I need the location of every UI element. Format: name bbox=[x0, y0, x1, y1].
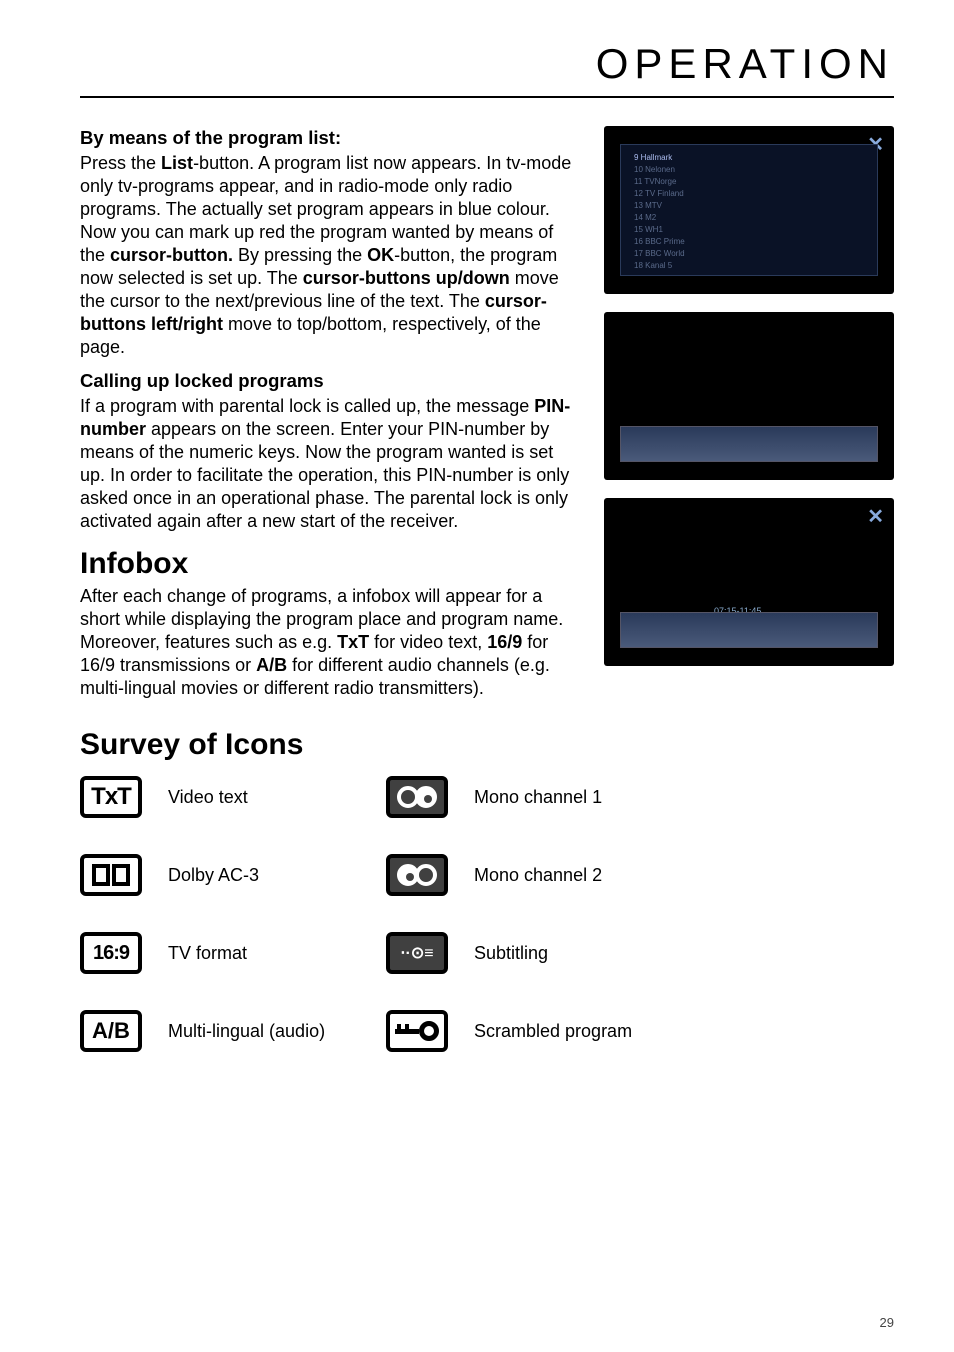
channel-info: 07:15-11:45 The Choice bbox=[714, 606, 761, 626]
label-video-text: Video text bbox=[168, 787, 368, 808]
text: Press the bbox=[80, 153, 161, 173]
pin-dashes: - - - - bbox=[714, 450, 864, 460]
key-icon bbox=[395, 1021, 439, 1041]
icon-glyph: 16:9 bbox=[93, 942, 129, 965]
mono2-icon bbox=[386, 854, 448, 896]
page-title: OPERATION bbox=[80, 40, 894, 88]
bold: cursor-buttons up/down bbox=[303, 268, 510, 288]
icons-grid: TxT Video text Mono channel 1 Dolby AC-3… bbox=[80, 776, 894, 1052]
list-item: 12 TV Finland bbox=[634, 188, 864, 200]
multilingual-icon: A/B bbox=[80, 1010, 142, 1052]
bold: 16/9 bbox=[487, 632, 522, 652]
icon-glyph bbox=[397, 786, 437, 808]
label-mono1: Mono channel 1 bbox=[474, 787, 894, 808]
label-mono2: Mono channel 2 bbox=[474, 865, 894, 886]
screenshot-program-list: ✕ 9 Hallmark 10 Nelonen 11 TVNorge 12 TV… bbox=[604, 126, 894, 294]
icon-glyph bbox=[397, 864, 437, 886]
list-item: 17 BBC World bbox=[634, 248, 864, 260]
channel-number: 9 bbox=[632, 626, 641, 644]
bold: A/B bbox=[256, 655, 287, 675]
list-item: 14 M2 bbox=[634, 212, 864, 224]
text: appears on the screen. Enter your PIN-nu… bbox=[80, 419, 569, 531]
label-multilingual: Multi-lingual (audio) bbox=[168, 1021, 368, 1042]
label-scrambled: Scrambled program bbox=[474, 1021, 894, 1042]
page-number: 29 bbox=[880, 1315, 894, 1330]
mono1-icon bbox=[386, 776, 448, 818]
text: for video text, bbox=[369, 632, 487, 652]
pin-text: Enter PIN to unlock - - - - bbox=[714, 440, 864, 460]
para-program-list: Press the List-button. A program list no… bbox=[80, 152, 580, 359]
list-item: 15 WH1 bbox=[634, 224, 864, 236]
heading-icons: Survey of Icons bbox=[80, 728, 894, 762]
list-item: 18 Kanal 5 bbox=[634, 260, 864, 272]
channel-number: 9 bbox=[632, 440, 641, 458]
label-format: TV format bbox=[168, 943, 368, 964]
title-rule bbox=[80, 96, 894, 98]
screenshot-pin: 9 Enter PIN to unlock - - - - bbox=[604, 312, 894, 480]
list-item: 10 Nelonen bbox=[634, 164, 864, 176]
icon-glyph: ⋅·⊙≡ bbox=[400, 943, 433, 963]
bold: OK bbox=[367, 245, 394, 265]
list-item: 9 Hallmark bbox=[634, 152, 864, 164]
bold: cursor-button. bbox=[110, 245, 233, 265]
heading-locked: Calling up locked programs bbox=[80, 369, 580, 393]
close-icon: ✕ bbox=[867, 504, 884, 529]
list-item: 11 TVNorge bbox=[634, 176, 864, 188]
dolby-icon bbox=[80, 854, 142, 896]
program-name: The Choice bbox=[714, 616, 761, 626]
icon-glyph: A/B bbox=[92, 1018, 130, 1044]
text: If a program with parental lock is calle… bbox=[80, 396, 534, 416]
heading-program-list: By means of the program list: bbox=[80, 126, 580, 150]
page: OPERATION By means of the program list: … bbox=[0, 0, 954, 1082]
screenshot-infobox: ✕ 9 07:15-11:45 The Choice bbox=[604, 498, 894, 666]
heading-infobox: Infobox bbox=[80, 545, 580, 583]
list-item: 16 BBC Prime bbox=[634, 236, 864, 248]
format-icon: 16:9 bbox=[80, 932, 142, 974]
label-dolby: Dolby AC-3 bbox=[168, 865, 368, 886]
subtitle-icon: ⋅·⊙≡ bbox=[386, 932, 448, 974]
content-row: By means of the program list: Press the … bbox=[80, 126, 894, 710]
label-subtitle: Subtitling bbox=[474, 943, 894, 964]
para-locked: If a program with parental lock is calle… bbox=[80, 395, 580, 533]
scrambled-icon bbox=[386, 1010, 448, 1052]
bold: TxT bbox=[337, 632, 369, 652]
icon-glyph: TxT bbox=[91, 783, 131, 811]
icon-glyph bbox=[92, 864, 130, 886]
txt-icon: TxT bbox=[80, 776, 142, 818]
para-infobox: After each change of programs, a infobox… bbox=[80, 585, 580, 700]
text-column: By means of the program list: Press the … bbox=[80, 126, 580, 710]
icons-section: Survey of Icons TxT Video text Mono chan… bbox=[80, 728, 894, 1052]
list-item: 13 MTV bbox=[634, 200, 864, 212]
text: By pressing the bbox=[233, 245, 367, 265]
pin-caption: Enter PIN to unlock bbox=[714, 440, 864, 450]
bold: List bbox=[161, 153, 193, 173]
list-lines: 9 Hallmark 10 Nelonen 11 TVNorge 12 TV F… bbox=[634, 152, 864, 272]
image-column: ✕ 9 Hallmark 10 Nelonen 11 TVNorge 12 TV… bbox=[604, 126, 894, 710]
time-range: 07:15-11:45 bbox=[714, 606, 761, 616]
